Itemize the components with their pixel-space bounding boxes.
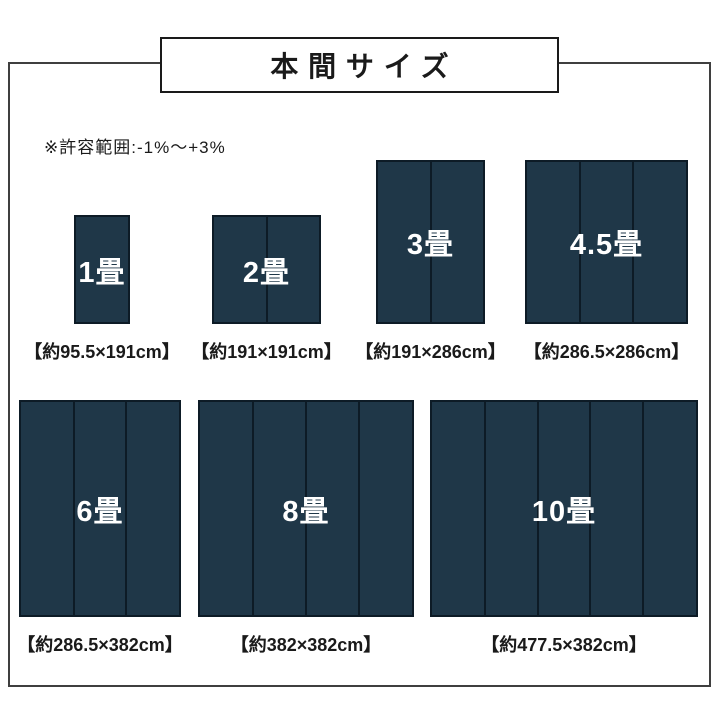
tatami-mat: 2畳 (212, 215, 321, 324)
mat-size-label: 6畳 (76, 495, 124, 528)
mat-size-label: 8畳 (282, 495, 330, 528)
mat-size-label: 4.5畳 (569, 229, 644, 261)
page-title: 本間サイズ (270, 51, 459, 82)
panel-divider (72, 402, 75, 615)
panel-divider (429, 162, 432, 322)
mat-size-label: 2畳 (242, 256, 291, 289)
mat-dimensions-label: 【約286.5×382cm】 (17, 635, 183, 655)
mat-dimensions-label: 【約191×286cm】 (355, 342, 506, 362)
panel-divider (305, 402, 307, 615)
mat-size-label: 3畳 (406, 229, 455, 261)
panel-divider (578, 162, 581, 322)
panel-divider (589, 402, 592, 615)
panel-divider (483, 402, 486, 615)
tatami-mat: 4.5畳 (525, 160, 688, 324)
tolerance-note: ※許容範囲:-1%〜+3% (44, 138, 226, 157)
panel-divider (252, 402, 254, 615)
title-box: 本間サイズ (160, 37, 559, 93)
panel-divider (125, 402, 128, 615)
tatami-mat: 10畳 (430, 400, 698, 617)
panel-divider (632, 162, 634, 322)
panel-divider (358, 402, 360, 615)
mat-size-label: 10畳 (531, 495, 597, 528)
panel-divider (265, 217, 268, 322)
tatami-mat: 1畳 (74, 215, 130, 324)
mat-dimensions-label: 【約95.5×191cm】 (24, 342, 180, 362)
mat-size-label: 1畳 (78, 256, 126, 289)
mat-dimensions-label: 【約382×382cm】 (230, 635, 382, 655)
tatami-mat: 6畳 (19, 400, 181, 617)
panel-divider (642, 402, 645, 615)
mat-dimensions-label: 【約191×191cm】 (191, 342, 342, 362)
panel-divider (536, 402, 539, 615)
mat-dimensions-label: 【約286.5×286cm】 (523, 342, 690, 362)
mat-dimensions-label: 【約477.5×382cm】 (481, 635, 647, 655)
tatami-mat: 3畳 (376, 160, 485, 324)
tatami-mat: 8畳 (198, 400, 414, 617)
